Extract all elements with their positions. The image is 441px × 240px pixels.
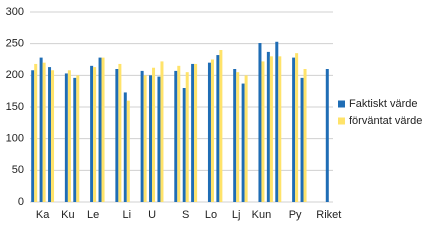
bar (126, 100, 130, 202)
bar (216, 55, 220, 202)
bar (266, 51, 270, 203)
chart: 0 50 100 150 200 250 300 Ka Ku Le Li U S Lo Lj Kun Py Rik… (6, 6, 423, 221)
bar (160, 61, 164, 203)
bar (261, 61, 265, 203)
bar (194, 63, 198, 202)
x-tick-label: Lo (205, 209, 217, 221)
bar (219, 50, 223, 202)
bar (73, 77, 77, 202)
bar (278, 56, 282, 203)
bar (51, 70, 55, 203)
x-tick-label: U (148, 209, 156, 221)
bar (191, 63, 195, 202)
legend-label: Faktiskt värde (349, 98, 417, 110)
bar (42, 62, 46, 202)
bar (325, 69, 329, 202)
bar (157, 76, 161, 202)
y-tick-label: 100 (6, 133, 24, 145)
bar (300, 77, 304, 202)
bar (123, 92, 127, 202)
bar (241, 83, 245, 202)
bar (182, 88, 186, 202)
bar (98, 57, 102, 202)
bar (90, 65, 94, 202)
y-tick-label: 200 (6, 69, 24, 81)
bar (177, 65, 181, 202)
legend-swatch (338, 117, 345, 125)
bar (303, 69, 307, 202)
bar (295, 53, 299, 202)
bar (115, 69, 119, 202)
x-tick-label: S (182, 209, 189, 221)
y-tick-label: 300 (6, 6, 24, 18)
bar (233, 69, 237, 202)
bar (185, 72, 189, 203)
bar (210, 59, 214, 202)
bar (93, 67, 97, 202)
bar (258, 43, 262, 203)
bar (152, 67, 156, 202)
x-tick-label: Py (289, 209, 302, 221)
bar (118, 63, 122, 202)
y-tick-label: 0 (18, 196, 24, 208)
x-tick-label: Riket (316, 209, 341, 221)
x-tick-label: Kun (252, 209, 272, 221)
bar (34, 63, 38, 202)
x-tick-label: Lj (232, 209, 241, 221)
bar (48, 67, 52, 202)
bar (31, 70, 35, 203)
bar (101, 57, 105, 202)
legend-label: förväntat värde (349, 115, 422, 127)
bar (292, 57, 296, 202)
bar (236, 72, 240, 203)
bar (174, 70, 178, 203)
x-tick-label: Li (123, 209, 132, 221)
bar (269, 56, 273, 203)
x-tick-label: Ku (61, 209, 74, 221)
x-tick-label: Ka (36, 209, 50, 221)
y-tick-label: 150 (6, 101, 24, 113)
legend-swatch (338, 100, 345, 108)
bar (67, 70, 71, 203)
bar (140, 70, 144, 203)
bar (244, 75, 248, 202)
bar (64, 73, 68, 202)
y-tick-label: 250 (6, 38, 24, 50)
x-tick-label: Le (87, 209, 99, 221)
bar (207, 62, 211, 202)
bar (39, 57, 43, 202)
y-tick-label: 50 (12, 164, 24, 176)
bar (76, 75, 80, 202)
bar (149, 75, 153, 202)
bar (275, 41, 279, 203)
bar (143, 75, 147, 202)
